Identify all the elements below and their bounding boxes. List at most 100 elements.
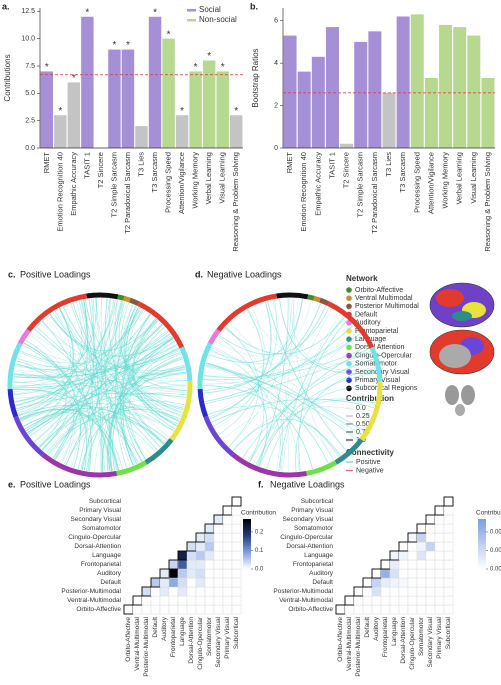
heat-cell	[222, 586, 233, 597]
x-tick-label: Subcortical	[445, 616, 452, 649]
heat-cell	[443, 514, 454, 525]
heat-cell	[380, 559, 391, 570]
chord	[202, 385, 314, 470]
heat-cell	[416, 559, 427, 570]
chord	[203, 333, 361, 380]
chord	[23, 343, 181, 367]
bar	[283, 35, 297, 148]
chord	[210, 331, 359, 365]
chord	[25, 339, 81, 469]
heat-cell	[443, 532, 454, 543]
heat-cell	[398, 568, 409, 579]
x-tick-label: Empathic Accuracy	[69, 152, 78, 216]
heat-cell	[389, 595, 400, 606]
bar	[424, 78, 438, 148]
heat-cell	[353, 604, 364, 615]
heat-cell	[407, 586, 418, 597]
legend-label: 0.75	[356, 429, 370, 436]
chord	[41, 304, 134, 450]
heat-cell	[186, 577, 197, 588]
heat-cell	[389, 577, 400, 588]
network-arc	[216, 293, 277, 332]
heat-cell	[213, 604, 224, 615]
network-arc	[197, 342, 213, 390]
chord	[15, 363, 88, 471]
y-tick-label: Primary Visual	[291, 507, 333, 514]
chord	[36, 331, 169, 445]
heat-cell	[416, 604, 427, 615]
chord	[211, 398, 375, 423]
panel-label: b.	[250, 1, 258, 11]
heat-cell	[231, 595, 242, 606]
heat-cell	[425, 523, 436, 534]
y-tick-label: Secondary Visual	[71, 516, 122, 523]
chord	[205, 363, 329, 464]
chord	[259, 372, 377, 467]
significance-star: *	[58, 106, 62, 117]
x-tick-label: Language	[179, 617, 186, 646]
heat-cell	[222, 541, 233, 552]
heat-cell	[371, 595, 382, 606]
heat-cell	[150, 604, 161, 615]
x-tick-label: Posterior-Multimodal	[355, 616, 362, 676]
network-arc	[117, 294, 125, 301]
bar	[311, 56, 325, 148]
heat-cell	[222, 550, 233, 561]
significance-star: *	[126, 40, 130, 51]
x-tick-label: Auditory	[161, 616, 168, 641]
bar	[216, 71, 229, 148]
heat-cell	[168, 595, 179, 606]
x-tick-label: T3 Lies	[384, 152, 393, 177]
chord	[52, 299, 118, 459]
heat-cell	[362, 586, 373, 597]
bar	[135, 126, 148, 148]
chord	[204, 324, 354, 403]
heat-cell	[186, 595, 197, 606]
heat-cell	[389, 550, 400, 561]
legend-title: Connectivity	[346, 448, 395, 457]
heat-cell	[222, 604, 233, 615]
x-tick-label: T2 Paradoxical Sarcasm	[123, 152, 132, 234]
heat-cell	[213, 568, 224, 579]
heat-cell	[150, 586, 161, 597]
chord	[266, 300, 347, 452]
chord	[293, 298, 334, 461]
heat-cell	[434, 550, 445, 561]
heat-cell	[398, 541, 409, 552]
chord	[203, 335, 362, 385]
heat-cell	[204, 550, 215, 561]
chord	[249, 348, 370, 463]
heat-cell	[231, 550, 242, 561]
y-tick-label: Dorsal-Attention	[286, 543, 333, 550]
network-arc	[179, 346, 193, 382]
colorbar-tick-label: 0.0	[255, 567, 264, 573]
heat-cell	[425, 550, 436, 561]
heat-cell	[434, 577, 445, 588]
bar	[81, 16, 94, 148]
bar	[67, 82, 81, 148]
chord	[205, 364, 365, 432]
y-tick-label: Subcortical	[89, 498, 122, 505]
heat-cell	[222, 568, 233, 579]
legend-label: Default	[355, 311, 377, 318]
chord	[49, 313, 158, 352]
chord	[13, 387, 180, 422]
heat-cell	[380, 595, 391, 606]
heat-cell	[231, 541, 242, 552]
panel-label: e.	[8, 479, 16, 489]
y-tick-label: Dorsal-Attention	[74, 543, 121, 550]
x-tick-label: Processing Speed	[164, 152, 173, 213]
chord	[52, 311, 187, 375]
panel-title: Positive Loadings	[20, 479, 91, 489]
legend-label: Non-social	[199, 15, 237, 24]
network-arc	[116, 460, 148, 476]
significance-star: *	[234, 106, 238, 117]
panel-label: d.	[195, 269, 203, 279]
chord	[15, 345, 178, 372]
heat-cell	[195, 604, 206, 615]
chord	[13, 344, 178, 379]
significance-star: *	[85, 7, 89, 18]
chord	[128, 347, 179, 460]
legend-label: Positive	[356, 459, 381, 466]
heat-cell	[231, 505, 242, 516]
